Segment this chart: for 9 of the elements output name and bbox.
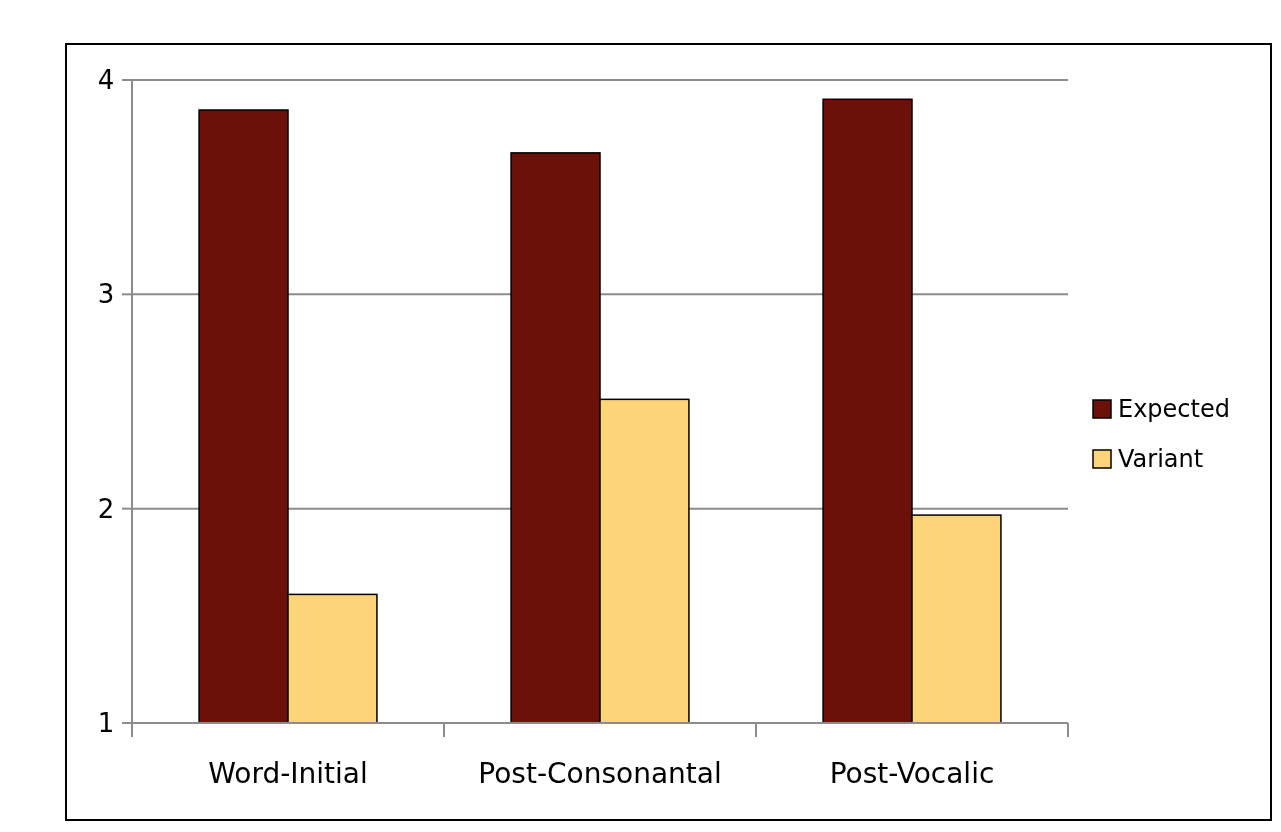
x-tick-label: Word-Initial <box>208 757 368 790</box>
y-tick-label: 3 <box>97 279 115 310</box>
x-tick-label: Post-Consonantal <box>478 757 722 790</box>
y-tick-label: 1 <box>97 708 115 739</box>
legend-label: Variant <box>1118 445 1204 474</box>
y-tick-label: 4 <box>97 65 115 96</box>
y-tick-label: 2 <box>97 493 115 524</box>
legend-label: Expected <box>1118 395 1230 424</box>
x-tick-label: Post-Vocalic <box>829 757 995 790</box>
